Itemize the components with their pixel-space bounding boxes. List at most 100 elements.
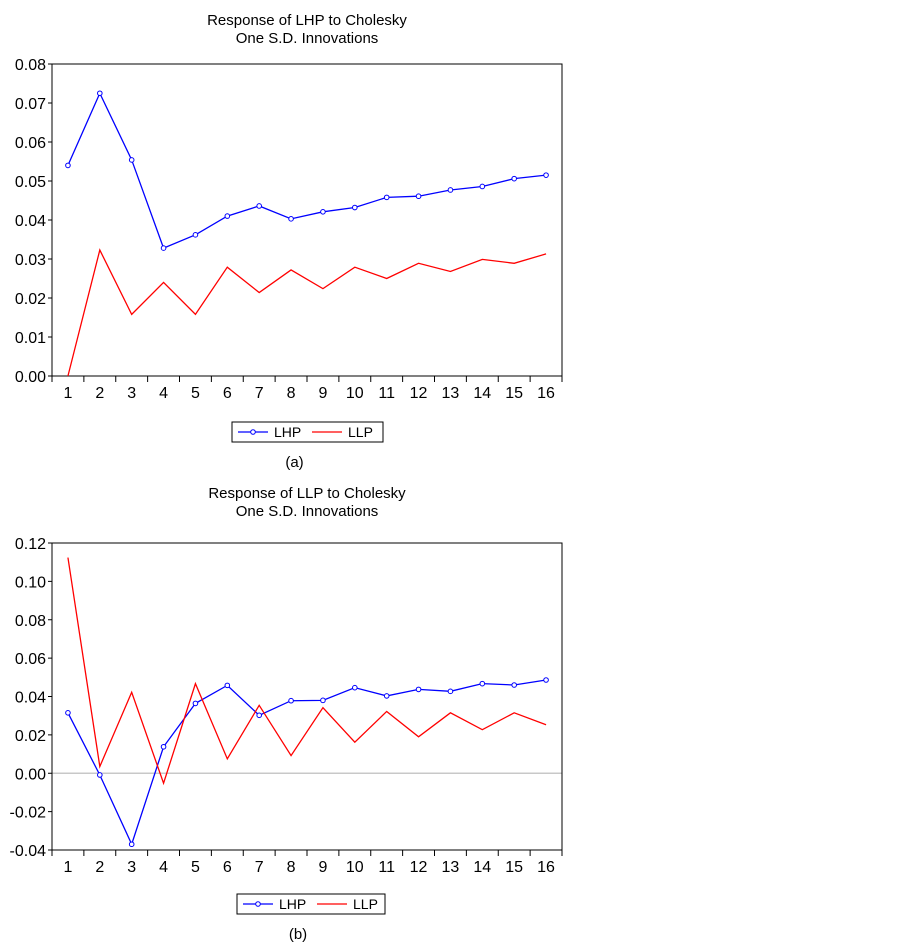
data-point-lhp: [97, 90, 103, 97]
y-tick-label: 0.12: [15, 536, 46, 553]
legend-label-llp: LLP: [348, 424, 373, 440]
y-tick-label: 0.08: [15, 57, 46, 74]
y-tick-label: 0.02: [15, 291, 46, 308]
x-tick-label: 7: [255, 385, 264, 402]
x-tick-label: 8: [287, 859, 296, 876]
y-tick-label: 0.08: [15, 613, 46, 630]
x-tick-label: 5: [191, 385, 200, 402]
series-line-llp: [67, 557, 547, 786]
y-tick-label: 0.02: [15, 728, 46, 745]
chart-caption: (b): [289, 926, 307, 943]
legend-label-lhp: LHP: [274, 424, 301, 440]
series-line-lhp: [67, 679, 547, 847]
x-tick-label: 12: [410, 385, 428, 402]
x-tick-label: 2: [95, 385, 104, 402]
plot-frame: [51, 542, 563, 851]
data-point-lhp: [320, 209, 326, 215]
data-point-lhp: [288, 697, 294, 704]
x-tick-label: 4: [159, 385, 168, 402]
y-tick-label: 0.05: [15, 174, 46, 191]
data-point-lhp: [543, 677, 549, 683]
data-point-lhp: [256, 203, 262, 209]
data-point-lhp: [415, 193, 422, 200]
data-point-lhp: [128, 157, 135, 163]
plot-frame: [51, 63, 563, 377]
y-tick-label: -0.02: [10, 805, 47, 822]
legend-marker: [250, 429, 256, 435]
x-tick-label: 10: [346, 385, 364, 402]
y-tick-label: 0.00: [15, 766, 46, 783]
x-tick-label: 2: [95, 859, 104, 876]
x-tick-label: 7: [255, 859, 264, 876]
data-point-lhp: [447, 688, 454, 695]
data-point-lhp: [543, 172, 549, 178]
series-line-llp: [67, 248, 547, 377]
data-point-lhp: [383, 693, 390, 699]
data-point-lhp: [224, 682, 231, 689]
y-tick-label: -0.04: [10, 843, 47, 860]
data-point-lhp: [288, 216, 294, 222]
y-tick-label: 0.00: [15, 369, 46, 386]
x-tick-label: 1: [63, 385, 72, 402]
data-point-lhp: [511, 682, 517, 688]
y-tick-label: 0.01: [15, 330, 46, 347]
x-tick-label: 8: [287, 385, 296, 402]
data-point-lhp: [256, 712, 262, 719]
data-point-lhp: [447, 187, 454, 193]
y-tick-label: 0.03: [15, 252, 46, 269]
chart-title: Response of LLP to Cholesky: [208, 485, 406, 502]
chart-caption: (a): [285, 454, 303, 471]
x-tick-label: 15: [505, 859, 523, 876]
x-tick-label: 5: [191, 859, 200, 876]
data-point-lhp: [479, 680, 486, 687]
y-tick-label: 0.10: [15, 574, 46, 591]
chart-subtitle: One S.D. Innovations: [236, 503, 379, 520]
x-tick-label: 9: [318, 859, 327, 876]
data-point-lhp: [320, 697, 326, 704]
data-point-lhp: [160, 743, 167, 750]
data-point-lhp: [224, 213, 231, 219]
data-point-lhp: [352, 204, 358, 211]
data-point-lhp: [160, 245, 167, 251]
y-tick-label: 0.04: [15, 690, 46, 707]
x-tick-label: 6: [223, 859, 232, 876]
x-tick-label: 13: [442, 859, 460, 876]
y-tick-label: 0.06: [15, 135, 46, 152]
chart-title: Response of LHP to Cholesky: [207, 12, 407, 29]
legend-label-llp: LLP: [353, 896, 378, 912]
series-line-lhp: [67, 91, 547, 249]
legend: LHP LLP: [231, 421, 384, 443]
x-tick-label: 1: [63, 859, 72, 876]
data-point-lhp: [511, 175, 517, 182]
legend-box: [231, 421, 384, 443]
x-tick-label: 16: [537, 859, 555, 876]
data-point-lhp: [479, 183, 486, 190]
y-tick-label: 0.04: [15, 213, 46, 230]
legend-label-lhp: LHP: [279, 896, 306, 912]
x-tick-label: 15: [505, 385, 523, 402]
x-tick-label: 16: [537, 385, 555, 402]
data-point-lhp: [65, 710, 71, 716]
x-tick-label: 9: [318, 385, 327, 402]
data-point-lhp: [65, 162, 71, 169]
legend: LHP LLP: [236, 893, 386, 915]
x-tick-label: 6: [223, 385, 232, 402]
y-tick-label: 0.07: [15, 96, 46, 113]
legend-box: [236, 893, 386, 915]
x-tick-label: 3: [127, 385, 136, 402]
data-point-lhp: [192, 700, 199, 707]
legend-marker: [255, 901, 261, 907]
data-point-lhp: [383, 194, 390, 201]
x-tick-label: 4: [159, 859, 168, 876]
x-tick-label: 11: [378, 385, 395, 402]
data-point-lhp: [352, 684, 358, 691]
y-tick-label: 0.06: [15, 651, 46, 668]
x-tick-label: 3: [127, 859, 136, 876]
chart-subtitle: One S.D. Innovations: [236, 30, 379, 47]
x-tick-label: 11: [378, 859, 395, 876]
x-tick-label: 14: [473, 385, 491, 402]
